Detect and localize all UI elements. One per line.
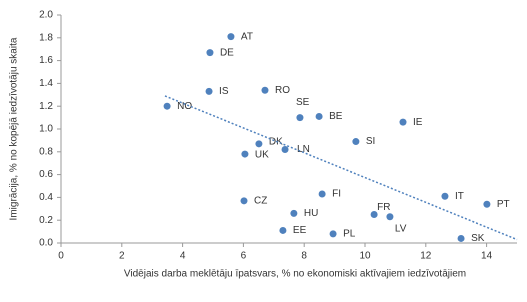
point [441,192,449,200]
point [315,112,323,120]
point-label: RO [275,85,290,96]
point [163,102,171,110]
point-label: UK [255,150,269,161]
point [205,87,213,95]
point [483,200,491,208]
x-tick-label: 12 [420,251,432,262]
point [261,86,269,94]
point-label: FR [377,202,390,213]
point-label: SK [471,233,485,244]
point [227,33,235,41]
point [352,138,360,146]
point-label: IT [455,191,464,202]
point [296,114,304,122]
point-label: PT [497,199,510,210]
y-axis-title: Imigrācija, % no kopējā iedzīvotāju skai… [9,37,20,220]
point-label: SI [366,136,375,147]
point [457,234,465,242]
point-label: IE [413,117,423,128]
trendline [164,95,518,241]
point-label: NO [177,101,192,112]
x-tick-label: 8 [301,251,307,262]
point [318,190,326,198]
y-tick-label: 2.0 [39,10,53,21]
point-label: PL [343,229,356,240]
point [206,49,214,57]
point-label: CZ [254,195,267,206]
point-label: FI [332,189,341,200]
y-tick-label: 0.0 [39,238,53,249]
x-tick-label: 10 [359,251,371,262]
point [281,146,289,154]
x-axis-title: Vidējais darba meklētāju īpatsvars, % no… [124,269,466,280]
y-tick-label: 1.4 [39,78,53,89]
x-tick-label: 4 [180,251,186,262]
point-label: EE [293,225,307,236]
point-label: SE [296,97,310,108]
point [241,150,249,158]
point-label: LN [297,144,310,155]
y-tick-label: 0.2 [39,215,53,226]
point [399,118,407,126]
point [240,197,248,205]
point-label: LV [395,223,407,234]
point [290,209,298,217]
point-label: IS [219,86,229,97]
y-tick-label: 1.0 [39,124,53,135]
point [370,211,378,218]
x-tick-label: 0 [58,251,64,262]
y-tick-label: 1.2 [39,101,53,112]
point-label: DE [220,47,234,58]
y-tick-label: 0.8 [39,146,53,157]
y-tick-label: 1.6 [39,55,53,66]
point-label: AT [241,31,253,42]
point [255,140,263,148]
point-label: HU [304,208,318,219]
point [329,230,337,238]
x-tick-label: 2 [119,251,125,262]
y-tick-label: 0.6 [39,169,53,180]
x-tick-label: 14 [481,251,493,262]
y-tick-label: 1.8 [39,32,53,43]
point-label: BE [329,111,343,122]
point [279,226,287,234]
x-tick-label: 6 [241,251,247,262]
y-tick-label: 0.4 [39,192,53,203]
point [386,213,394,221]
